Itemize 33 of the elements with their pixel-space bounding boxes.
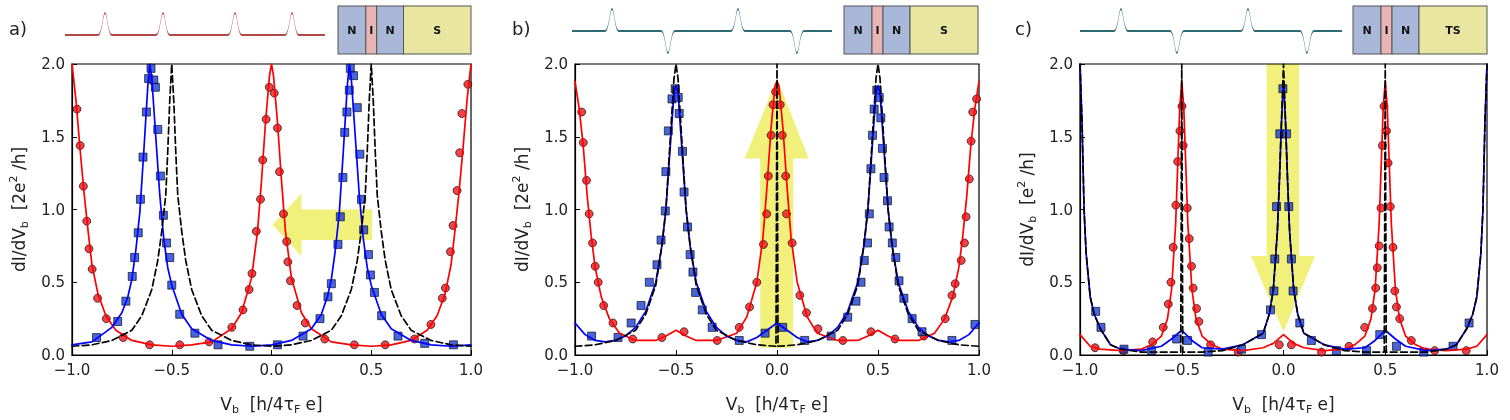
x-tick-label: 0.5 [866, 360, 890, 379]
x-tick-label: −0.5 [657, 360, 695, 379]
x-tick-label: −0.5 [1163, 360, 1200, 379]
chart-title: a) [9, 17, 28, 39]
y-tick-label: 1.5 [1049, 127, 1073, 146]
y-tick-label: 2.0 [544, 55, 568, 73]
y-axis-title: dI/dVb [2e2 /h] [7, 146, 31, 273]
x-tick-label: 1.0 [1475, 360, 1499, 379]
y-axis-title: dI/dVb [e2 /h] [1015, 152, 1039, 267]
y-tick-label: 2.0 [41, 55, 65, 73]
junction-diagram: N I N S [337, 5, 472, 55]
x-tick-label: 0.0 [259, 360, 284, 379]
junction-diagram: N I N TS [1352, 5, 1488, 55]
y-axis-title: dI/dVb [2e2 /h] [510, 146, 534, 273]
y-tick-label: 1.5 [41, 127, 65, 146]
y-tick-label: 0.5 [1049, 273, 1073, 292]
y-tick-label: 0.5 [544, 273, 568, 292]
x-tick-label: 0.5 [1373, 360, 1398, 379]
x-tick-label: 0.0 [765, 360, 789, 379]
junction-diagram: N I N S [843, 5, 979, 55]
y-tick-label: 1.5 [544, 127, 568, 146]
y-tick-label: 1.0 [41, 200, 65, 219]
chart-title: b) [512, 17, 531, 39]
y-tick-label: 1.0 [544, 200, 568, 219]
y-tick-label: 1.0 [1049, 200, 1073, 219]
y-tick-label: 0.5 [41, 273, 65, 292]
x-tick-label: −0.5 [153, 360, 190, 379]
chart-title: c) [1015, 17, 1032, 39]
x-tick-label: 1.0 [967, 360, 991, 379]
y-tick-label: 2.0 [1049, 55, 1073, 73]
x-tick-label: 0.5 [359, 360, 384, 379]
x-tick-label: 0.0 [1271, 360, 1296, 379]
x-tick-label: 1.0 [459, 360, 483, 379]
